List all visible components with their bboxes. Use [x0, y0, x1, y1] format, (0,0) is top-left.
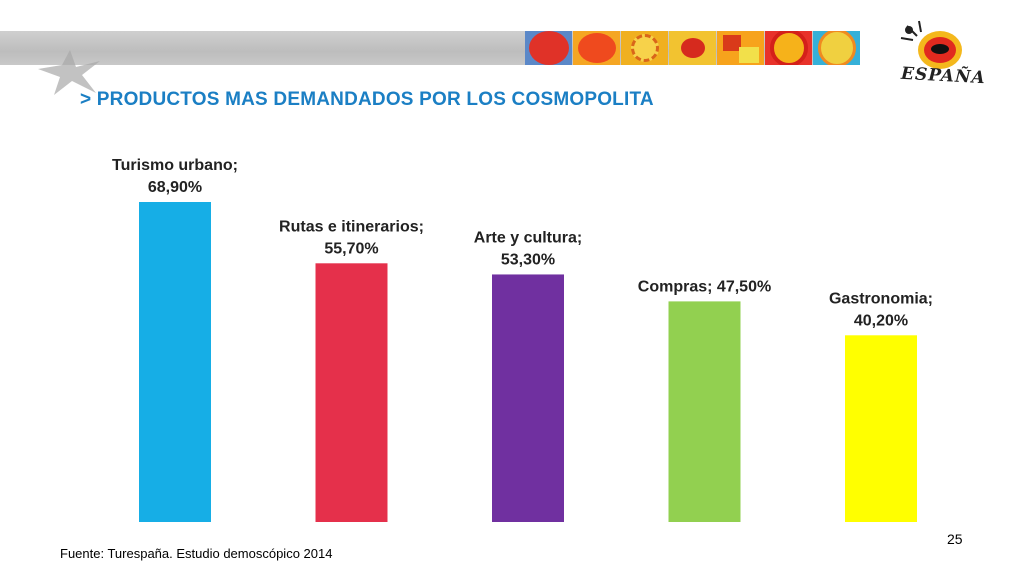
data-label: 68,90% [148, 179, 202, 196]
sun-logo-icon [900, 20, 962, 69]
sun-tile-icon [813, 31, 860, 65]
sun-tile-icon [621, 31, 668, 65]
source-note: Fuente: Turespaña. Estudio demoscópico 2… [60, 546, 333, 561]
sun-tile-icon [525, 31, 572, 65]
data-label: Rutas e itinerarios; [279, 218, 424, 235]
bar-gastronomia [845, 335, 917, 522]
page-title: > PRODUCTOS MAS DEMANDADOS POR LOS COSMO… [80, 89, 654, 110]
data-label: 40,20% [854, 312, 908, 329]
data-label: Turismo urbano; [112, 157, 238, 174]
blocks-tile-icon [717, 31, 764, 65]
data-label: 53,30% [501, 251, 555, 268]
bug-tile-icon [669, 31, 716, 65]
star-decoration-icon [38, 50, 100, 95]
bar-rutas-e-itinerarios [315, 263, 388, 522]
sun-tile-icon [573, 31, 620, 65]
data-label: Arte y cultura; [474, 229, 582, 246]
data-label: Compras; 47,50% [638, 278, 771, 295]
data-label: Gastronomia; [829, 290, 933, 307]
sun-tile-icon [765, 31, 812, 65]
data-label: 55,70% [324, 240, 378, 257]
bar-compras [668, 301, 741, 522]
header-art-tiles [524, 31, 860, 65]
bar-arte-y-cultura [492, 274, 564, 522]
espana-logo: ESPAÑA [895, 18, 986, 90]
bar-turismo-urbano [139, 202, 211, 522]
page-number: 25 [947, 531, 963, 547]
